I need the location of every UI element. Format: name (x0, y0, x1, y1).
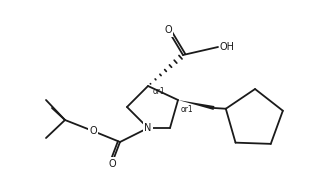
Text: or1: or1 (181, 106, 194, 114)
Text: N: N (144, 123, 152, 133)
Text: O: O (89, 126, 97, 136)
Text: or1: or1 (153, 87, 166, 96)
Text: O: O (164, 25, 172, 35)
Text: O: O (108, 159, 116, 169)
Text: OH: OH (220, 42, 235, 52)
Polygon shape (178, 100, 214, 110)
